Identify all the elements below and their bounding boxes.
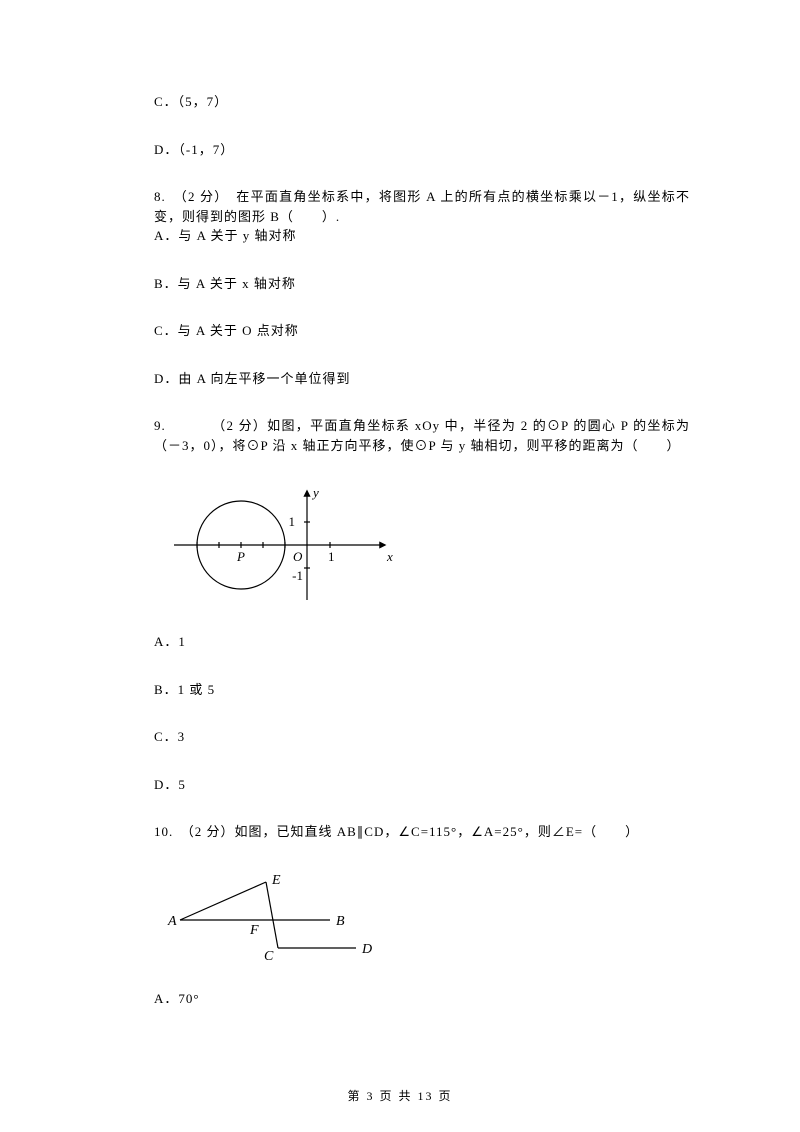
svg-text:C: C (264, 949, 274, 964)
q9-diagram: 1 1 -1 O Px y (162, 483, 690, 608)
svg-text:P: P (236, 549, 245, 564)
q10-geometry-svg: A B E FC D (162, 870, 372, 965)
q7-option-d: D．（-1，7） (110, 140, 690, 160)
q10-diagram: A B E FC D (162, 870, 690, 965)
q9-stem-text: （2 分）如图，平面直角坐标系 xOy 中，半径为 2 的⊙P 的圆心 P 的坐… (154, 418, 690, 453)
q9-option-c: C．3 (110, 727, 690, 747)
svg-text:1: 1 (328, 549, 335, 564)
q8-option-d: D．由 A 向左平移一个单位得到 (110, 369, 690, 389)
q7-option-c: C．（5，7） (110, 92, 690, 112)
q9-option-d: D．5 (110, 775, 690, 795)
q9-coordinate-svg: 1 1 -1 O Px y (162, 483, 397, 608)
page-footer: 第 3 页 共 13 页 (0, 1087, 800, 1104)
svg-text:F: F (249, 923, 259, 938)
q8-stem: 8. （2 分） 在平面直角坐标系中，将图形 A 上的所有点的横坐标乘以－1，纵… (110, 187, 690, 226)
svg-text:D: D (361, 942, 372, 957)
svg-text:y: y (311, 485, 319, 500)
svg-text:A: A (167, 914, 177, 929)
q8-option-b: B．与 A 关于 x 轴对称 (110, 274, 690, 294)
q8-option-a: A．与 A 关于 y 轴对称 (110, 226, 690, 246)
svg-text:1: 1 (289, 514, 296, 529)
svg-text:x: x (386, 549, 393, 564)
svg-text:B: B (336, 914, 345, 929)
q9-stem-pre: 9. (154, 418, 180, 433)
q8-option-c: C．与 A 关于 O 点对称 (110, 321, 690, 341)
svg-text:-1: -1 (292, 568, 303, 583)
svg-text:E: E (271, 873, 281, 888)
q10-stem: 10. （2 分）如图，已知直线 AB∥CD，∠C=115°，∠A=25°，则∠… (110, 822, 690, 842)
q9-option-b: B．1 或 5 (110, 680, 690, 700)
svg-text:O: O (293, 549, 303, 564)
q9-stem: 9. （2 分）如图，平面直角坐标系 xOy 中，半径为 2 的⊙P 的圆心 P… (110, 416, 690, 455)
q9-option-a: A．1 (110, 632, 690, 652)
q8-stem-text: 8. （2 分） 在平面直角坐标系中，将图形 A 上的所有点的横坐标乘以－1，纵… (154, 189, 690, 224)
q10-option-a: A．70° (110, 989, 690, 1009)
